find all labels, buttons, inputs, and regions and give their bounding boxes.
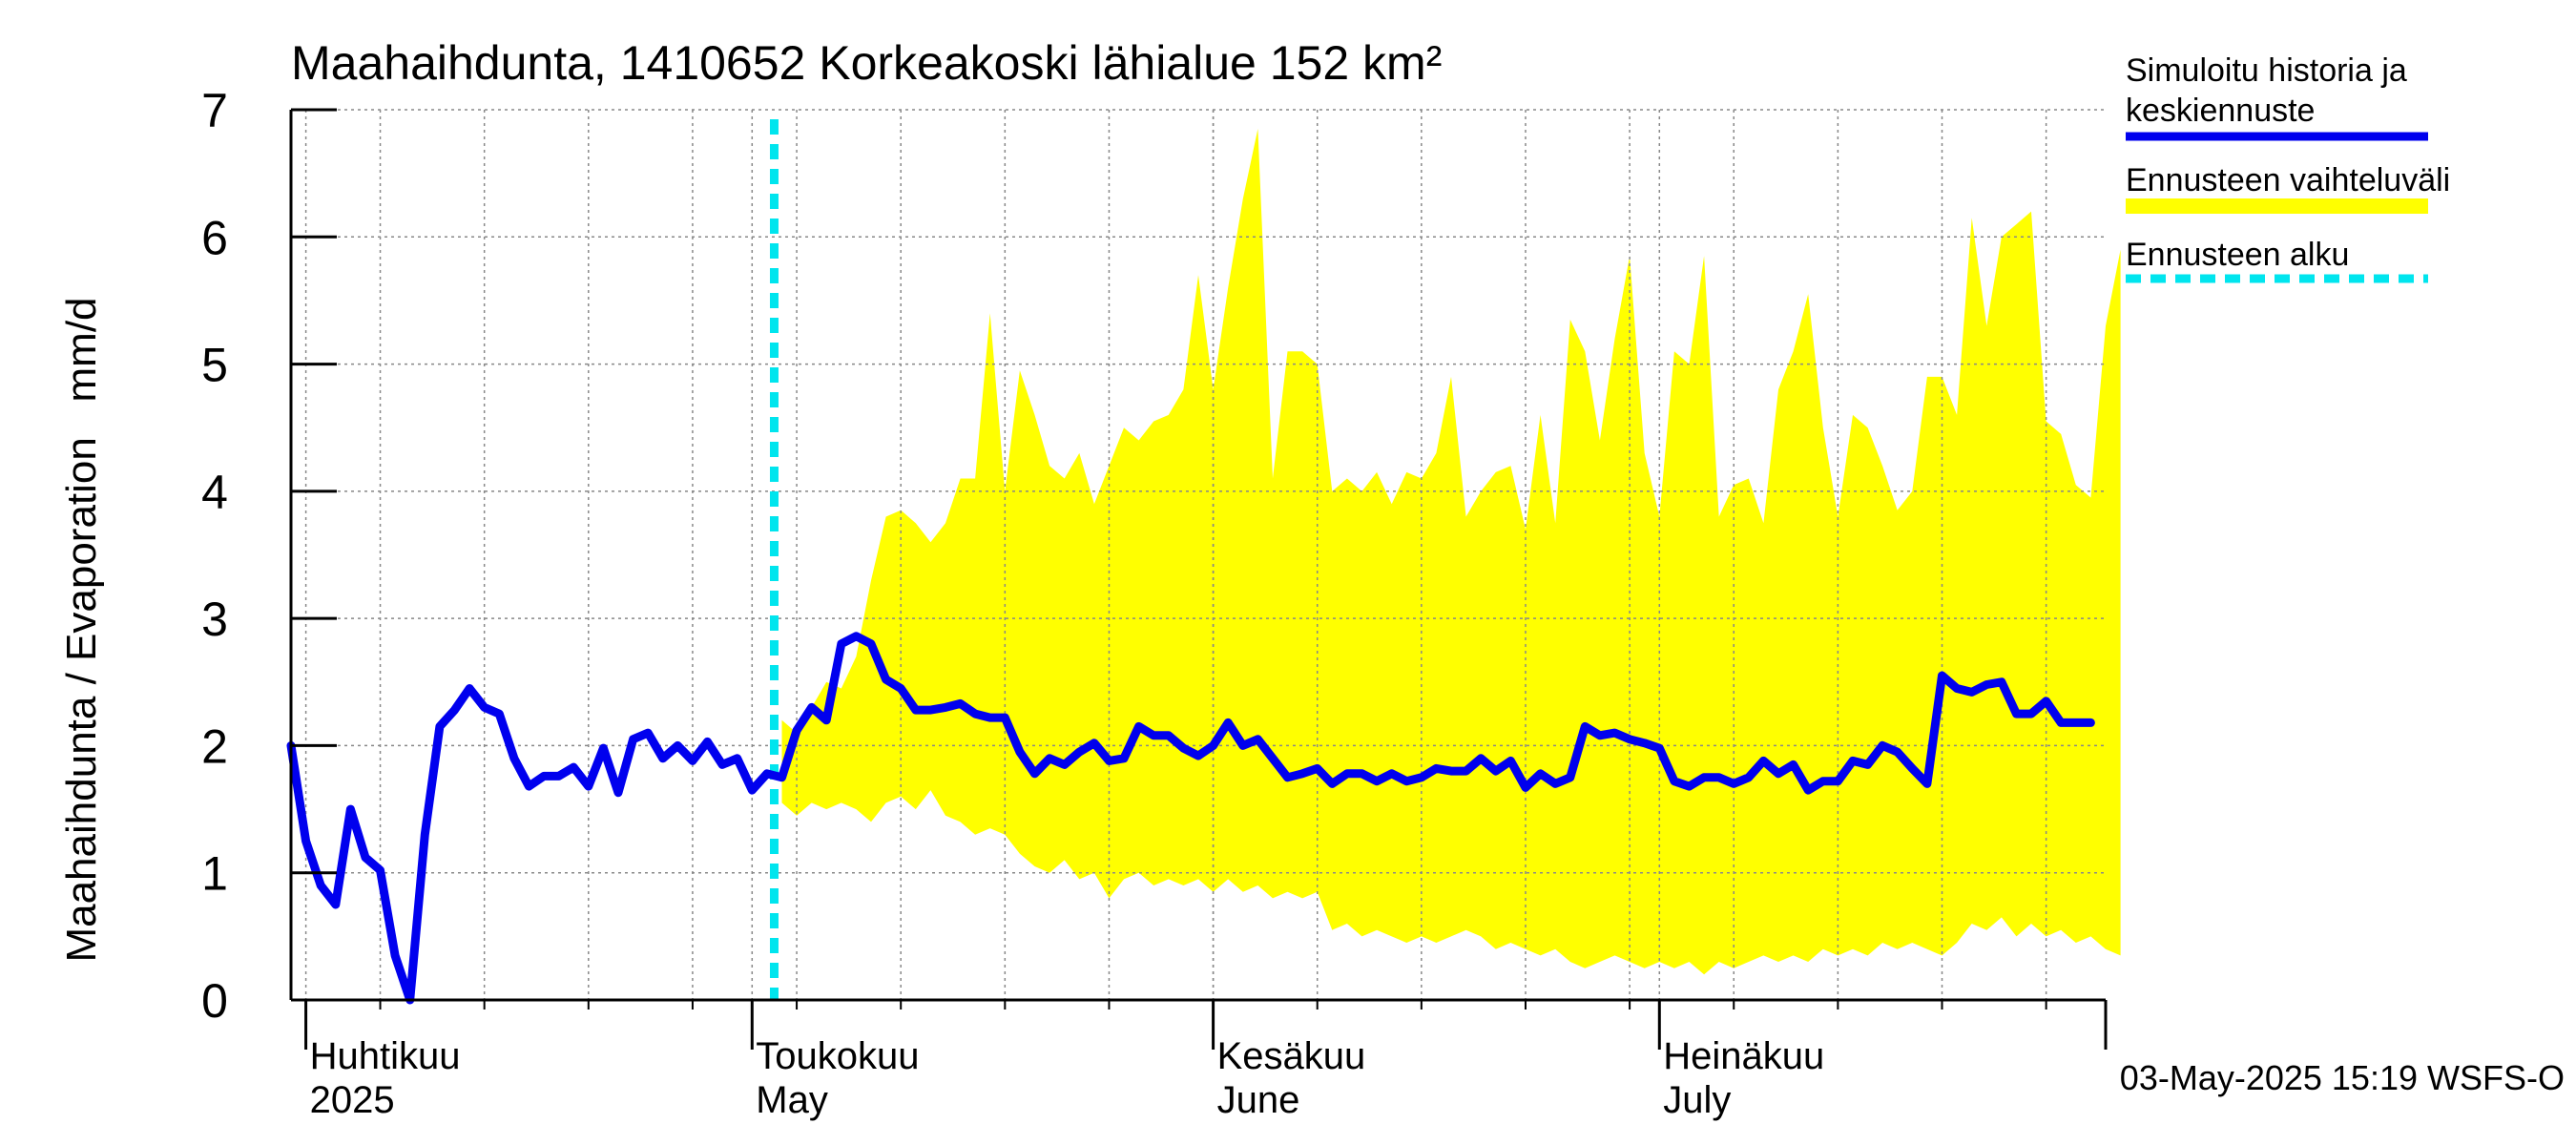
y-tick-label: 0 xyxy=(201,974,228,1028)
legend-forecast-start-label: Ennusteen alku xyxy=(2126,237,2349,273)
x-month-sublabel: 2025 xyxy=(310,1079,395,1121)
tick-labels: 01234567Huhtikuu2025ToukokuuMayKesäkuuJu… xyxy=(201,84,1824,1121)
legend-history-label-2: keskiennuste xyxy=(2126,93,2315,129)
y-tick-label: 2 xyxy=(201,719,228,773)
y-tick-label: 7 xyxy=(201,84,228,137)
forecast-range-band-layer xyxy=(781,129,2121,975)
x-month-label: Huhtikuu xyxy=(310,1035,461,1077)
legend-history-label: Simuloitu historia ja xyxy=(2126,52,2407,89)
history-median-line xyxy=(286,632,2095,1005)
chart-title: Maahaihdunta, 1410652 Korkeakoski lähial… xyxy=(291,36,1442,90)
y-axis-label: Maahaihdunta / Evaporation mm/d xyxy=(58,297,105,962)
x-month-label: Heinäkuu xyxy=(1663,1035,1824,1077)
x-month-label: Kesäkuu xyxy=(1217,1035,1366,1077)
y-tick-label: 4 xyxy=(201,466,228,519)
gridlines xyxy=(291,109,2106,1000)
x-month-label: Toukokuu xyxy=(756,1035,919,1077)
y-tick-label: 3 xyxy=(201,593,228,646)
x-month-sublabel: June xyxy=(1217,1079,1300,1121)
y-tick-label: 1 xyxy=(201,847,228,901)
x-month-sublabel: July xyxy=(1663,1079,1731,1121)
history-series-layer xyxy=(286,632,2095,1005)
x-month-sublabel: May xyxy=(756,1079,828,1121)
timestamp: 03-May-2025 15:19 WSFS-O xyxy=(2120,1058,2565,1097)
forecast-range-band xyxy=(781,129,2121,975)
y-tick-label: 6 xyxy=(201,211,228,264)
axes xyxy=(289,108,2108,1050)
legend-band-label: Ennusteen vaihteluväli xyxy=(2126,162,2450,198)
legend: Simuloitu historia ja keskiennuste Ennus… xyxy=(2126,52,2450,283)
y-tick-label: 5 xyxy=(201,339,228,392)
